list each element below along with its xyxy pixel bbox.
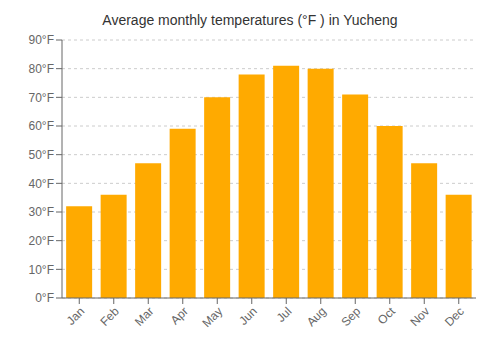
svg-text:Jul: Jul (274, 304, 295, 325)
svg-text:10°F: 10°F (29, 263, 54, 277)
svg-text:Aug: Aug (304, 304, 329, 329)
svg-text:60°F: 60°F (29, 119, 54, 133)
svg-text:Nov: Nov (407, 304, 432, 329)
svg-text:90°F: 90°F (29, 33, 54, 47)
svg-text:70°F: 70°F (29, 91, 54, 105)
svg-text:20°F: 20°F (29, 234, 54, 248)
svg-text:Jun: Jun (236, 304, 260, 328)
svg-text:30°F: 30°F (29, 205, 54, 219)
svg-text:0°F: 0°F (35, 291, 54, 305)
svg-text:Apr: Apr (168, 304, 191, 327)
svg-text:Jan: Jan (64, 304, 88, 328)
svg-text:40°F: 40°F (29, 177, 54, 191)
svg-text:Feb: Feb (97, 304, 122, 329)
html-text:Average monthly temperatures (: Average monthly temperatures (°F ) in Yu… (102, 12, 398, 28)
svg-text:Dec: Dec (442, 304, 467, 329)
svg-text:Oct: Oct (375, 304, 399, 328)
svg-text:Mar: Mar (132, 304, 157, 329)
svg-text:Sep: Sep (338, 304, 363, 329)
svg-text:80°F: 80°F (29, 62, 54, 76)
svg-text:50°F: 50°F (29, 148, 54, 162)
svg-text:May: May (199, 304, 225, 330)
